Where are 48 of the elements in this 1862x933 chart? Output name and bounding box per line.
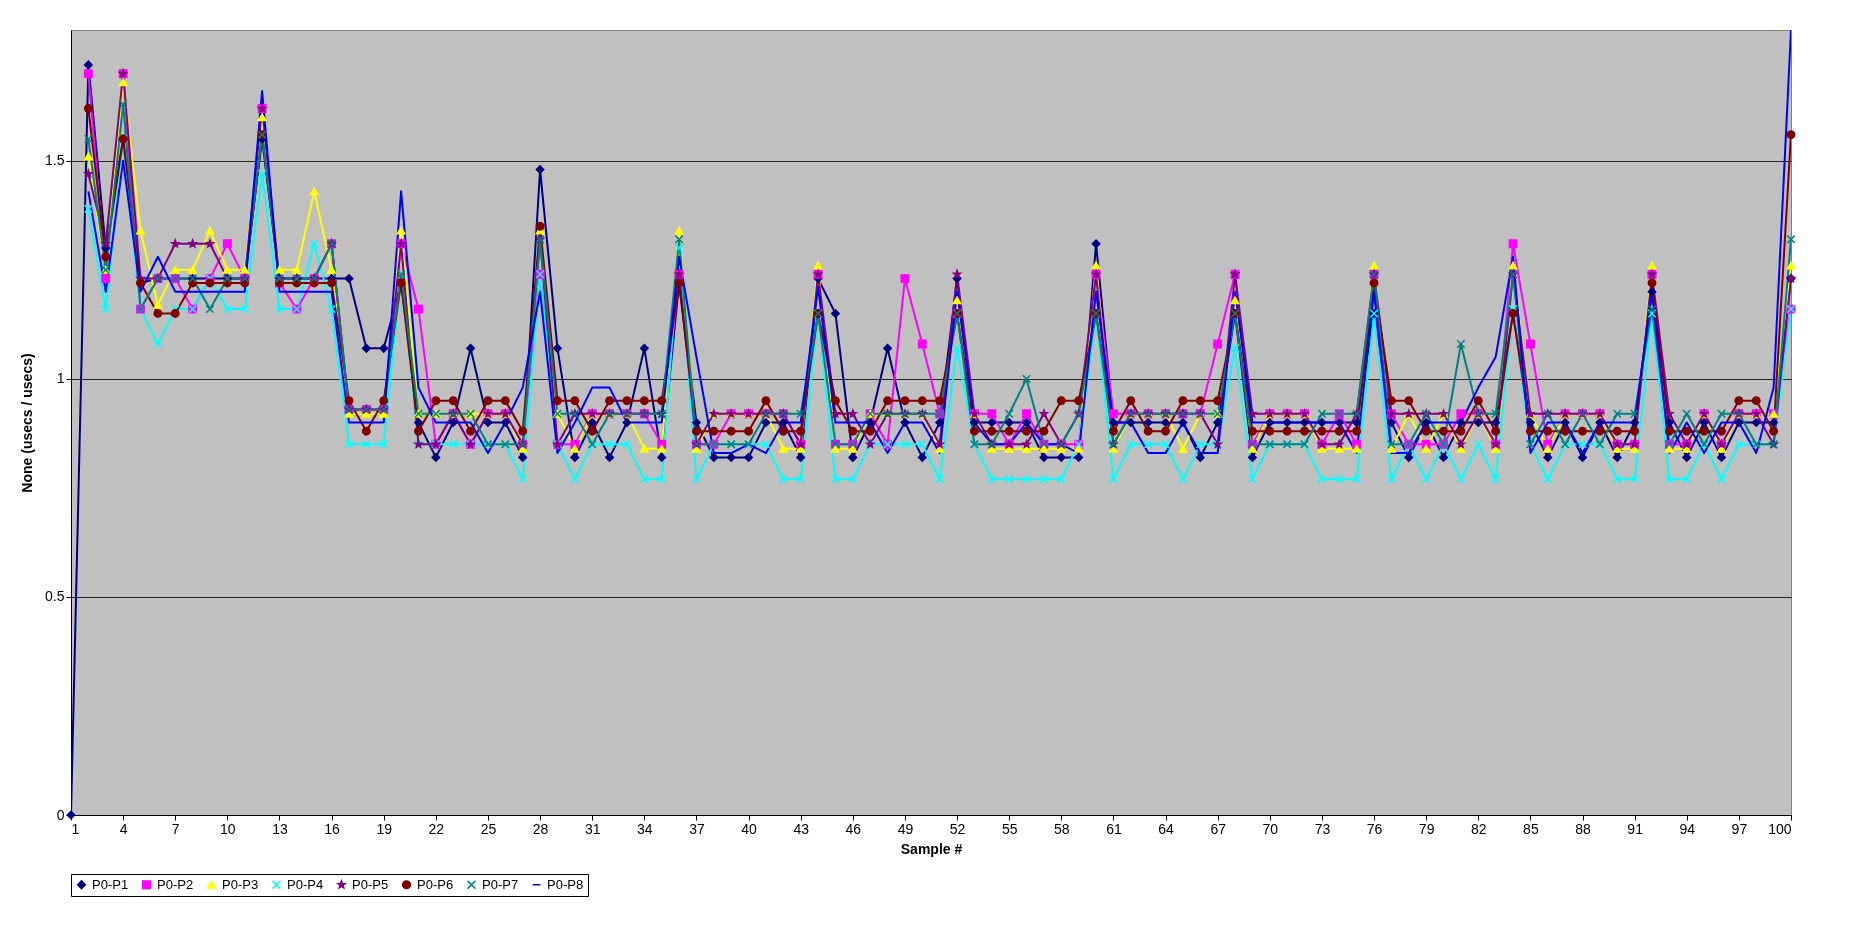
y-tick-label: 0.5 (45, 588, 65, 605)
x-tick-label: 49 (897, 820, 914, 837)
x-tick-label: 37 (689, 820, 705, 837)
legend-label: P0-P6 (417, 876, 454, 892)
x-tick-label: 70 (1262, 820, 1279, 837)
y-axis-title: None (usecs / usecs) (19, 353, 36, 493)
x-tick-label: 7 (171, 820, 180, 837)
legend-label: P0-P2 (157, 876, 194, 892)
y-tick-label: 1 (56, 370, 65, 387)
x-tick-label: 43 (793, 820, 810, 837)
x-axis-title: Sample # (900, 840, 963, 857)
x-tick-label: 52 (949, 820, 966, 837)
x-tick-label: 67 (1210, 820, 1227, 837)
x-tick-label: 4 (119, 820, 128, 837)
x-tick-label: 88 (1575, 820, 1592, 837)
legend-label: P0-P4 (287, 876, 324, 892)
x-tick-label: 34 (637, 820, 653, 837)
x-tick-label: 31 (584, 820, 601, 837)
x-tick-label: 55 (1001, 820, 1018, 837)
x-tick-label: 13 (272, 820, 288, 837)
x-tick-label: 58 (1054, 820, 1070, 837)
x-tick-label: 100 (1768, 820, 1792, 837)
legend-label: P0-P5 (352, 876, 389, 892)
x-tick-label: 73 (1314, 820, 1331, 837)
x-tick-label: 82 (1470, 820, 1487, 837)
x-tick-label: 79 (1418, 820, 1435, 837)
x-tick-label: 97 (1731, 820, 1748, 837)
legend-label: P0-P1 (92, 876, 129, 892)
x-tick-label: 22 (428, 820, 445, 837)
legend-label: P0-P3 (222, 876, 259, 892)
legend-label: P0-P7 (482, 876, 519, 892)
x-tick-label: 64 (1158, 820, 1175, 837)
x-tick-label: 28 (532, 820, 549, 837)
legend-label: P0-P8 (547, 876, 584, 892)
x-tick-label: 46 (845, 820, 862, 837)
x-tick-label: 61 (1106, 820, 1122, 837)
x-tick-label: 94 (1679, 820, 1696, 837)
x-tick-label: 19 (376, 820, 393, 837)
x-tick-label: 91 (1627, 820, 1644, 837)
x-tick-label: 1 (71, 820, 80, 837)
x-tick-label: 76 (1366, 820, 1383, 837)
x-tick-label: 25 (480, 820, 497, 837)
x-tick-label: 40 (741, 820, 758, 837)
y-tick-label: 0 (56, 806, 65, 823)
y-tick-label: 1.5 (45, 152, 65, 169)
x-tick-label: 10 (220, 820, 236, 837)
x-tick-label: 85 (1523, 820, 1539, 837)
x-tick-label: 16 (324, 820, 341, 837)
